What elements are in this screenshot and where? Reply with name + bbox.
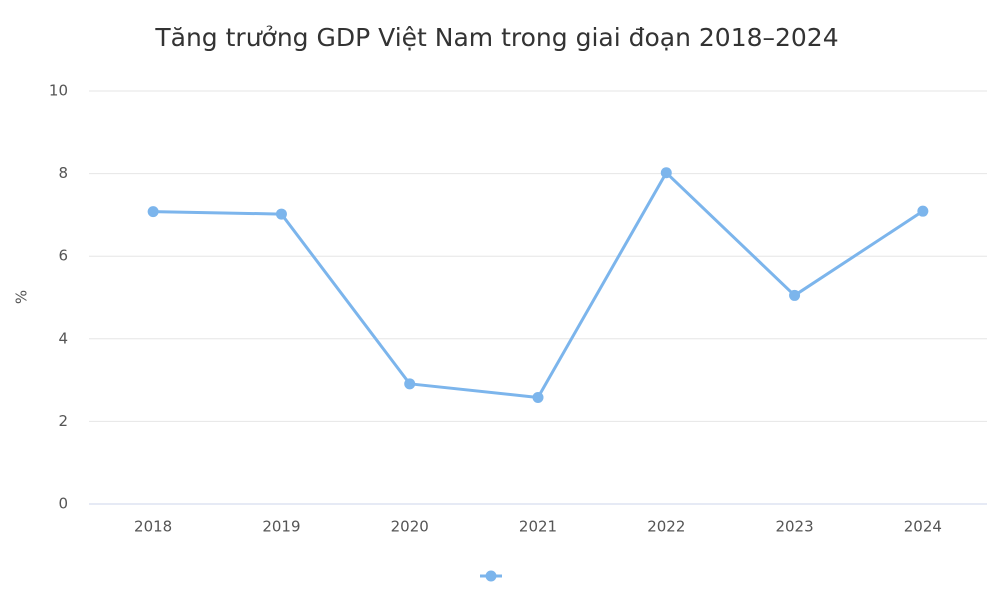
- y-tick-label: 8: [58, 164, 68, 182]
- x-tick-label: 2018: [134, 518, 172, 536]
- x-tick-label: 2021: [519, 518, 557, 536]
- chart-title: Tăng trưởng GDP Việt Nam trong giai đoạn…: [154, 23, 838, 52]
- x-tick-label: 2020: [391, 518, 429, 536]
- point: [660, 167, 672, 179]
- point: [789, 289, 801, 301]
- y-tick-label: 2: [58, 412, 68, 430]
- y-axis-label: %: [13, 290, 31, 304]
- y-tick-label: 4: [58, 329, 68, 347]
- point: [147, 206, 159, 218]
- point: [532, 391, 544, 403]
- y-tick-label: 6: [58, 247, 68, 265]
- point: [275, 208, 287, 220]
- point: [404, 378, 416, 390]
- x-tick-label: 2023: [775, 518, 813, 536]
- x-tick-label: 2022: [647, 518, 685, 536]
- y-tick-label: 0: [58, 495, 68, 513]
- legend-marker: [485, 570, 497, 582]
- y-tick-label: 10: [49, 82, 68, 100]
- point: [917, 205, 929, 217]
- x-tick-label: 2019: [262, 518, 300, 536]
- x-tick-label: 2024: [904, 518, 942, 536]
